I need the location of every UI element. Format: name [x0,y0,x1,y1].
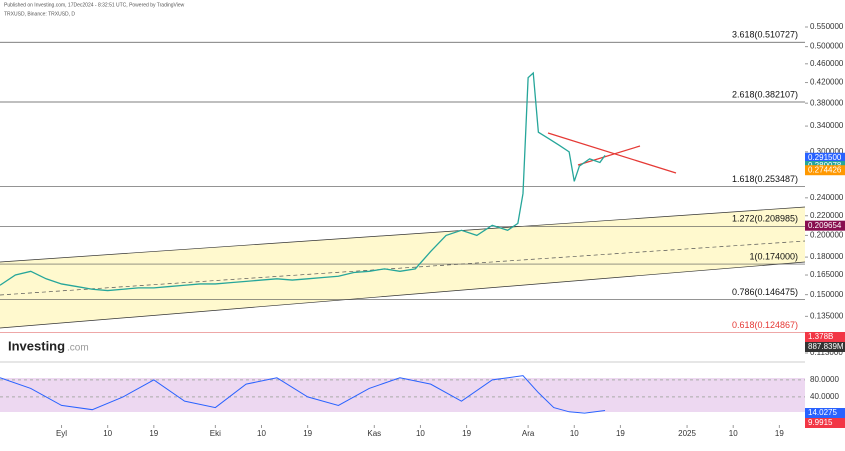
trendline [577,145,641,166]
y-tick-label: 0.135000 [810,311,844,320]
y-tick-label: 0.165000 [810,270,844,279]
x-tick-label: 2025 [678,429,696,438]
y-tick-label: 0.380000 [810,98,844,107]
channel [0,207,805,328]
rsi-tag-label: 9.9915 [808,418,833,427]
price-tag-label: 0.209654 [808,221,842,230]
volume-tag [805,342,845,352]
rsi-tick-label: 40.0000 [810,392,839,401]
x-tick-label: 19 [775,429,784,438]
fib-label: 0.786(0.146475) [732,287,798,297]
x-tick-label: 19 [303,429,312,438]
price-tag-label: 0.291500 [808,153,842,162]
channel-mid [0,240,806,296]
x-tick-label: Ara [522,429,535,438]
y-tick-label: 0.150000 [810,290,844,299]
x-tick-label: 19 [616,429,625,438]
x-tick-label: 19 [149,429,158,438]
published: Published on Investing.com, 17Dec2024 - … [4,2,185,8]
rsi-tag [805,418,845,428]
trendline [547,132,677,174]
logo-suffix: .com [67,343,89,354]
y-tick-label: 0.460000 [810,59,844,68]
rsi-tag-label: 14.0275 [808,408,837,417]
rsi-tag [805,408,845,418]
y-tick-label: 0.550000 [810,22,844,31]
price-tag [805,152,845,163]
rsi-line [0,375,606,414]
y-tick-label: 0.340000 [810,121,844,130]
x-tick-label: Eyl [56,429,67,438]
logo: Investing [8,338,65,353]
price-tag [805,220,845,231]
y-tick-label: 0.200000 [810,230,844,239]
fib-label: 1.272(0.208985) [732,214,798,224]
y-tick-label: 0.500000 [810,42,844,51]
y-tick-label: 0.240000 [810,193,844,202]
x-tick-label: 10 [103,429,112,438]
y-tick-label: 0.113000 [810,348,843,357]
volume-tag-label: 1.378B [808,332,833,341]
fib-label: 1.618(0.253487) [732,174,798,184]
fib-label: 2.618(0.382107) [732,89,798,99]
x-tick-label: 10 [729,429,738,438]
y-tick-label: 0.220000 [810,211,844,220]
x-tick-label: 10 [416,429,425,438]
volume-tag [805,332,845,342]
y-tick-label: 0.180000 [810,252,844,261]
channel-bottom [0,261,806,329]
symbol: TRXUSD, Binance: TRXUSD, D [4,11,75,17]
price-tag-label: 0.274426 [808,165,842,174]
x-tick-label: Kas [367,429,381,438]
price-line [0,71,606,292]
rsi-tick-label: 80.0000 [810,375,839,384]
rsi-band [0,378,805,412]
fib-label: 0.618(0.124867) [732,320,798,330]
x-tick-label: 19 [462,429,471,438]
channel-top [0,206,806,263]
fib-label: 1(0.174000) [749,251,798,261]
volume-tag-label: 887.839M [808,342,844,351]
fib-label: 3.618(0.510727) [732,30,798,40]
price-tag [805,165,845,176]
y-tick-label: 0.300000 [810,147,844,156]
x-tick-label: 10 [257,429,266,438]
x-tick-label: Eki [210,429,221,438]
y-tick-label: 0.420000 [810,78,844,87]
x-tick-label: 10 [570,429,579,438]
